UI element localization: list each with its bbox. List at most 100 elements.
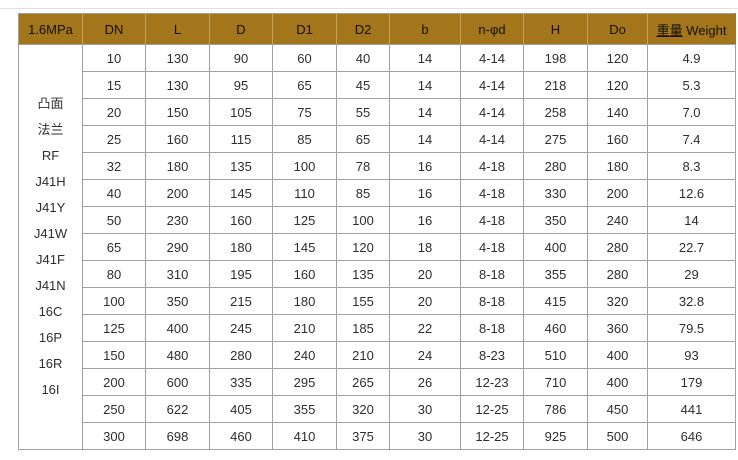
spec-cell: 32.8 <box>647 287 736 315</box>
spec-cell: 150 <box>82 341 146 369</box>
spec-cell: 510 <box>523 341 588 369</box>
table-row: 80 310 195 160 135 20 8-18 355 280 29 <box>19 260 736 288</box>
spec-cell: 258 <box>523 98 588 126</box>
header-weight-cn: 重量 <box>656 22 683 38</box>
spec-cell: 50 <box>82 206 146 234</box>
spec-cell: 600 <box>145 368 210 396</box>
header-dn: DN <box>82 13 146 45</box>
table-row: 200 600 335 295 265 26 12-23 710 400 179 <box>19 368 736 396</box>
spec-cell: 25 <box>82 125 146 153</box>
spec-cell: 200 <box>82 368 146 396</box>
spec-cell: 280 <box>523 152 588 180</box>
spec-cell: 100 <box>272 152 337 180</box>
spec-cell: 140 <box>587 98 648 126</box>
spec-cell: 4.9 <box>647 44 736 72</box>
spec-cell: 350 <box>145 287 210 315</box>
spec-cell: 65 <box>82 233 146 261</box>
spec-cell: 295 <box>272 368 337 396</box>
spec-cell: 125 <box>272 206 337 234</box>
spec-cell: 7.0 <box>647 98 736 126</box>
table-row: 15 130 95 65 45 14 4-14 218 120 5.3 <box>19 71 736 99</box>
spec-cell: 195 <box>209 260 273 288</box>
spec-cell: 180 <box>587 152 648 180</box>
spec-cell: 8-18 <box>460 314 524 342</box>
spec-cell: 410 <box>272 422 337 450</box>
spec-cell: 135 <box>209 152 273 180</box>
spec-cell: 280 <box>209 341 273 369</box>
spec-cell: 185 <box>336 314 390 342</box>
spec-cell: 40 <box>82 179 146 207</box>
spec-cell: 14 <box>647 206 736 234</box>
spec-cell: 40 <box>336 44 390 72</box>
spec-cell: 93 <box>647 341 736 369</box>
spec-cell: 80 <box>82 260 146 288</box>
spec-cell: 4-14 <box>460 125 524 153</box>
spec-cell: 79.5 <box>647 314 736 342</box>
table-row: 40 200 145 110 85 16 4-18 330 200 12.6 <box>19 179 736 207</box>
header-d1: D1 <box>272 13 337 45</box>
spec-cell: 290 <box>145 233 210 261</box>
spec-cell: 5.3 <box>647 71 736 99</box>
spec-cell: 14 <box>389 125 461 153</box>
table-row: 100 350 215 180 155 20 8-18 415 320 32.8 <box>19 287 736 315</box>
spec-cell: 275 <box>523 125 588 153</box>
spec-cell: 265 <box>336 368 390 396</box>
spec-cell: 4-18 <box>460 233 524 261</box>
top-divider <box>0 8 738 9</box>
spec-cell: 405 <box>209 395 273 423</box>
spec-cell: 200 <box>587 179 648 207</box>
spec-cell: 215 <box>209 287 273 315</box>
model-code-line: J41H <box>35 174 66 189</box>
spec-cell: 115 <box>209 125 273 153</box>
spec-cell: 4-18 <box>460 179 524 207</box>
spec-cell: 110 <box>272 179 337 207</box>
spec-cell: 120 <box>587 71 648 99</box>
header-n-phi-d: n-φd <box>460 13 524 45</box>
valve-spec-table: 1.6MPa DN L D D1 D2 b n-φd H Do 重量 Weigh… <box>18 13 736 450</box>
table-row: 20 150 105 75 55 14 4-14 258 140 7.0 <box>19 98 736 126</box>
spec-cell: 4-14 <box>460 44 524 72</box>
spec-cell: 180 <box>272 287 337 315</box>
spec-cell: 698 <box>145 422 210 450</box>
spec-cell: 240 <box>587 206 648 234</box>
spec-cell: 15 <box>82 71 146 99</box>
model-code-line: 法兰 <box>37 122 64 137</box>
header-d: D <box>209 13 273 45</box>
spec-cell: 480 <box>145 341 210 369</box>
spec-cell: 120 <box>336 233 390 261</box>
spec-cell: 500 <box>587 422 648 450</box>
spec-cell: 4-14 <box>460 98 524 126</box>
spec-cell: 8.3 <box>647 152 736 180</box>
spec-cell: 22 <box>389 314 461 342</box>
spec-cell: 20 <box>389 260 461 288</box>
spec-cell: 125 <box>82 314 146 342</box>
spec-cell: 320 <box>587 287 648 315</box>
spec-cell: 350 <box>523 206 588 234</box>
header-b: b <box>389 13 461 45</box>
spec-cell: 160 <box>272 260 337 288</box>
spec-cell: 330 <box>523 179 588 207</box>
spec-cell: 155 <box>336 287 390 315</box>
spec-cell: 450 <box>587 395 648 423</box>
spec-cell: 29 <box>647 260 736 288</box>
spec-cell: 65 <box>272 71 337 99</box>
spec-cell: 710 <box>523 368 588 396</box>
spec-cell: 10 <box>82 44 146 72</box>
spec-cell: 320 <box>336 395 390 423</box>
spec-cell: 16 <box>389 206 461 234</box>
spec-cell: 400 <box>523 233 588 261</box>
spec-cell: 355 <box>272 395 337 423</box>
spec-cell: 400 <box>587 341 648 369</box>
spec-cell: 200 <box>145 179 210 207</box>
model-codes-cell: 凸面 法兰 RF J41H J41Y J41W J41F J41N 16C 16P 16R 16I <box>18 44 83 450</box>
spec-cell: 100 <box>336 206 390 234</box>
model-code-line: 16I <box>41 382 60 397</box>
header-weight: 重量 Weight <box>647 13 736 45</box>
spec-cell: 100 <box>82 287 146 315</box>
spec-cell: 105 <box>209 98 273 126</box>
table-row: 300 698 460 410 375 30 12-25 925 500 646 <box>19 422 736 450</box>
spec-cell: 240 <box>272 341 337 369</box>
spec-cell: 360 <box>587 314 648 342</box>
header-pressure: 1.6MPa <box>18 13 83 45</box>
spec-cell: 4-14 <box>460 71 524 99</box>
